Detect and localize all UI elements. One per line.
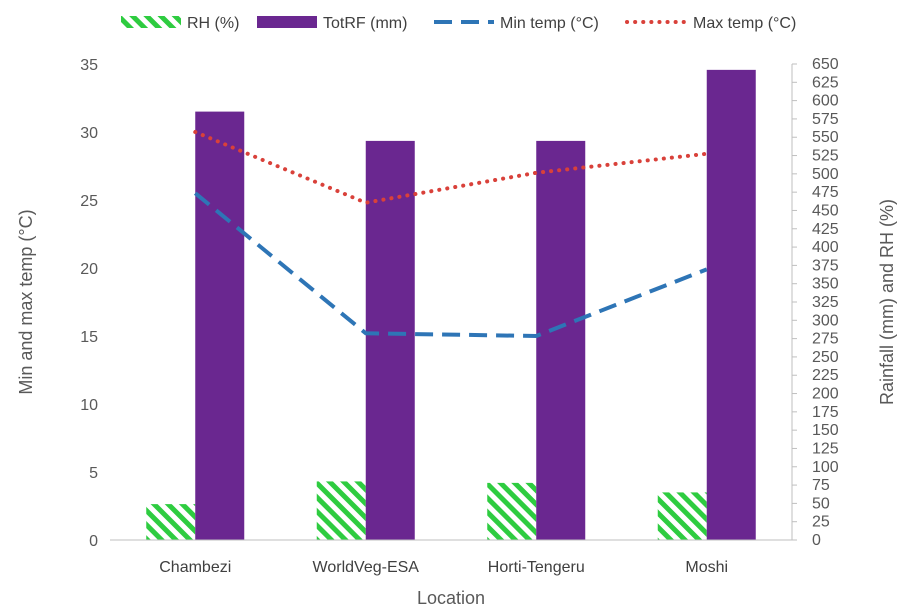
left-y-axis: 0 5 10 15 20 25 30 35 bbox=[80, 57, 98, 550]
x-axis: Chambezi WorldVeg-ESA Horti-Tengeru Moshi bbox=[110, 539, 792, 576]
right-tick-label: 125 bbox=[812, 440, 839, 457]
right-tick-label: 350 bbox=[812, 276, 839, 293]
legend-label: Max temp (°C) bbox=[693, 15, 796, 32]
legend-label: TotRF (mm) bbox=[323, 15, 407, 32]
right-tick-label: 550 bbox=[812, 129, 839, 146]
x-axis-title: Location bbox=[417, 588, 485, 608]
right-tick-label: 50 bbox=[812, 495, 830, 512]
right-y-axis-title: Rainfall (mm) and RH (%) bbox=[877, 199, 897, 405]
bars bbox=[146, 69, 756, 540]
right-tick-label: 25 bbox=[812, 514, 830, 531]
left-tick-label: 35 bbox=[80, 57, 98, 74]
right-tick-label: 275 bbox=[812, 331, 839, 348]
rh-bar bbox=[146, 504, 196, 540]
category-label: WorldVeg-ESA bbox=[313, 559, 420, 576]
rh-bar bbox=[657, 492, 707, 540]
right-tick-label: 300 bbox=[812, 312, 839, 329]
right-tick-label: 225 bbox=[812, 367, 839, 384]
rh-bar bbox=[316, 481, 366, 540]
legend-label: RH (%) bbox=[187, 15, 239, 32]
right-tick-label: 75 bbox=[812, 477, 830, 494]
rainfall-bar bbox=[365, 140, 415, 540]
right-tick-label: 400 bbox=[812, 239, 839, 256]
left-tick-label: 15 bbox=[80, 329, 98, 346]
left-tick-label: 25 bbox=[80, 193, 98, 210]
legend-swatch-rh bbox=[121, 16, 181, 28]
left-tick-label: 20 bbox=[80, 261, 98, 278]
right-tick-label: 650 bbox=[812, 56, 839, 73]
rh-bar bbox=[487, 482, 537, 540]
right-tick-label: 375 bbox=[812, 257, 839, 274]
right-tick-label: 425 bbox=[812, 221, 839, 238]
right-tick-label: 0 bbox=[812, 532, 821, 549]
right-tick-label: 500 bbox=[812, 166, 839, 183]
category-label: Moshi bbox=[685, 559, 728, 576]
left-tick-label: 10 bbox=[80, 397, 98, 414]
right-tick-label: 250 bbox=[812, 349, 839, 366]
right-tick-label: 525 bbox=[812, 148, 839, 165]
right-tick-label: 625 bbox=[812, 74, 839, 91]
left-y-axis-title: Min and max temp (°C) bbox=[16, 209, 36, 394]
right-tick-label: 325 bbox=[812, 294, 839, 311]
lines bbox=[193, 130, 709, 339]
rainfall-bar bbox=[706, 69, 756, 540]
left-tick-label: 0 bbox=[89, 533, 98, 550]
legend: RH (%) TotRF (mm) Min temp (°C) Max temp (°… bbox=[121, 15, 796, 32]
right-tick-label: 150 bbox=[812, 422, 839, 439]
left-tick-label: 5 bbox=[89, 465, 98, 482]
right-tick-label: 175 bbox=[812, 404, 839, 421]
rainfall-bar bbox=[195, 111, 245, 540]
max-temp-line bbox=[193, 130, 709, 205]
right-tick-label: 100 bbox=[812, 459, 839, 476]
right-tick-label: 200 bbox=[812, 386, 839, 403]
category-label: Horti-Tengeru bbox=[488, 559, 585, 576]
left-tick-label: 30 bbox=[80, 125, 98, 142]
min-temp-line bbox=[193, 191, 708, 339]
right-tick-label: 600 bbox=[812, 93, 839, 110]
right-tick-label: 475 bbox=[812, 184, 839, 201]
rainfall-bar bbox=[536, 140, 586, 540]
legend-label: Min temp (°C) bbox=[500, 15, 599, 32]
right-tick-label: 450 bbox=[812, 202, 839, 219]
right-tick-label: 575 bbox=[812, 111, 839, 128]
legend-swatch-rainfall bbox=[257, 16, 317, 28]
category-label: Chambezi bbox=[159, 559, 231, 576]
